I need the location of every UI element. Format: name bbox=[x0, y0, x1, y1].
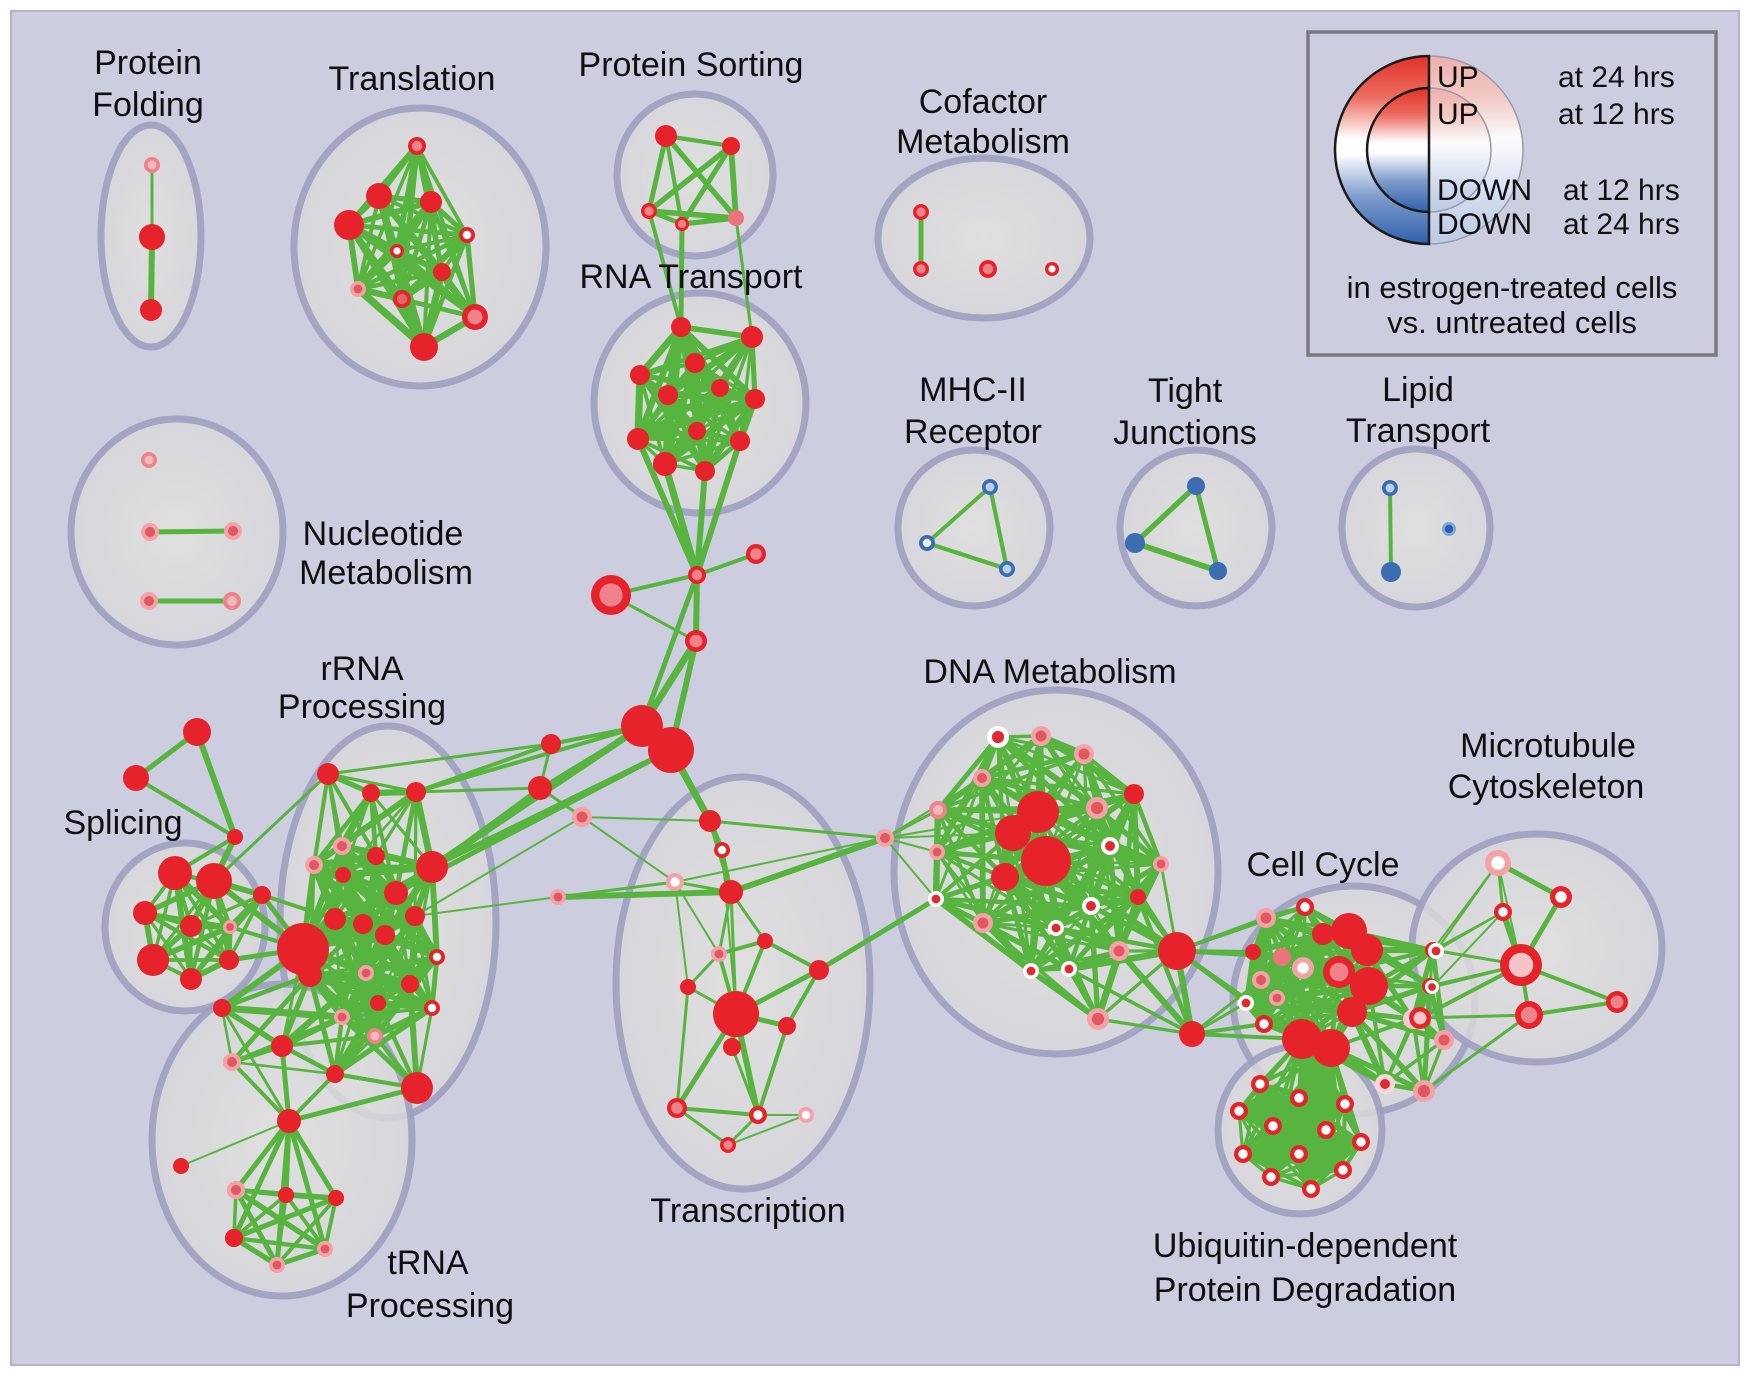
svg-text:in estrogen-treated cells: in estrogen-treated cells bbox=[1347, 270, 1678, 305]
svg-text:Lipid: Lipid bbox=[1382, 371, 1454, 409]
svg-text:Cofactor: Cofactor bbox=[919, 83, 1048, 121]
svg-text:MHC-II: MHC-II bbox=[919, 371, 1027, 409]
svg-text:UP: UP bbox=[1437, 98, 1479, 131]
svg-text:DOWN: DOWN bbox=[1437, 174, 1532, 207]
svg-text:Transcription: Transcription bbox=[650, 1192, 845, 1230]
svg-text:Junctions: Junctions bbox=[1113, 414, 1257, 452]
svg-text:Receptor: Receptor bbox=[904, 413, 1042, 451]
svg-text:Splicing: Splicing bbox=[63, 804, 182, 842]
svg-text:Metabolism: Metabolism bbox=[299, 554, 473, 592]
svg-text:Tight: Tight bbox=[1148, 372, 1223, 410]
svg-text:at 12 hrs: at 12 hrs bbox=[1563, 174, 1680, 207]
svg-text:at 24 hrs: at 24 hrs bbox=[1558, 61, 1675, 94]
svg-text:Cytoskeleton: Cytoskeleton bbox=[1448, 768, 1645, 806]
svg-text:at 12 hrs: at 12 hrs bbox=[1558, 98, 1675, 131]
svg-text:Transport: Transport bbox=[1346, 412, 1491, 450]
svg-text:Ubiquitin-dependent: Ubiquitin-dependent bbox=[1153, 1227, 1458, 1265]
svg-text:vs. untreated cells: vs. untreated cells bbox=[1387, 305, 1637, 340]
svg-text:Protein Degradation: Protein Degradation bbox=[1154, 1271, 1456, 1309]
svg-text:tRNA: tRNA bbox=[387, 1244, 469, 1282]
svg-text:Protein Sorting: Protein Sorting bbox=[579, 46, 804, 84]
svg-text:RNA Transport: RNA Transport bbox=[580, 258, 804, 296]
svg-text:Processing: Processing bbox=[346, 1287, 514, 1325]
svg-text:DOWN: DOWN bbox=[1437, 208, 1532, 241]
svg-text:rRNA: rRNA bbox=[320, 650, 403, 688]
svg-text:Metabolism: Metabolism bbox=[896, 123, 1070, 161]
svg-text:at 24 hrs: at 24 hrs bbox=[1563, 208, 1680, 241]
svg-text:Translation: Translation bbox=[329, 60, 496, 98]
svg-text:Cell Cycle: Cell Cycle bbox=[1246, 846, 1399, 884]
svg-text:Microtubule: Microtubule bbox=[1460, 727, 1636, 765]
svg-text:Protein: Protein bbox=[94, 44, 202, 82]
svg-text:UP: UP bbox=[1437, 61, 1479, 94]
svg-text:Nucleotide: Nucleotide bbox=[303, 515, 464, 553]
svg-text:DNA Metabolism: DNA Metabolism bbox=[923, 653, 1176, 691]
svg-text:Folding: Folding bbox=[92, 86, 204, 124]
svg-text:Processing: Processing bbox=[278, 688, 446, 726]
